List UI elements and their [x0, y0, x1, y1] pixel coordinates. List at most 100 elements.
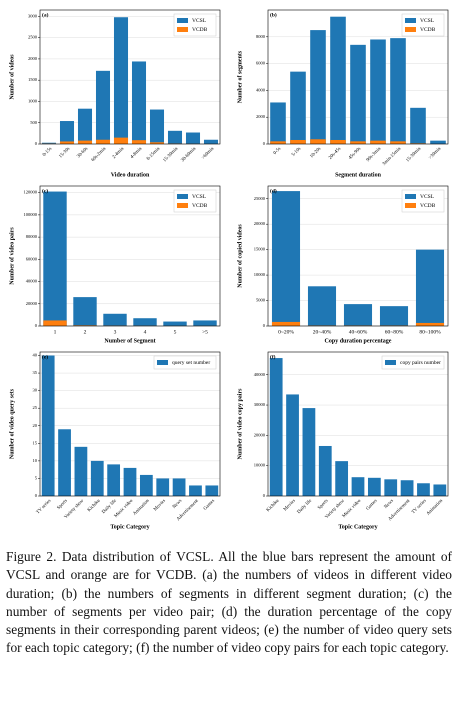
figure-caption: Figure 2. Data distribution of VCSL. All… — [6, 549, 452, 656]
axis-label: Topic Category — [110, 524, 149, 530]
y-tick-label: 25 — [33, 405, 38, 410]
x-tick-label: 10-20s — [309, 147, 322, 160]
y-tick-label: 20 — [33, 423, 38, 428]
x-tick-label: 30-60s — [76, 147, 89, 160]
x-tick-label: >5 — [202, 329, 208, 335]
bar — [41, 355, 55, 496]
bar — [133, 318, 157, 326]
bar — [163, 321, 187, 326]
x-tick-label: Kichiku — [266, 498, 281, 513]
x-tick-label: 2 — [84, 329, 87, 335]
bar — [59, 121, 75, 144]
x-tick-label: 30-60min — [180, 146, 197, 163]
y-tick-label: 10000 — [254, 272, 266, 277]
y-tick-label: 40 — [33, 353, 38, 358]
y-tick-label: 500 — [30, 120, 38, 125]
y-tick-label: 0 — [35, 323, 38, 328]
x-tick-label: 4 — [144, 329, 147, 335]
x-tick-label: 20s-45s — [328, 147, 342, 161]
bar — [172, 478, 186, 496]
axis-label: Number of videos — [9, 54, 15, 100]
bar — [370, 39, 386, 145]
legend-label: query set number — [172, 360, 210, 366]
bar — [131, 61, 147, 144]
y-tick-label: 5 — [35, 475, 38, 480]
y-tick-label: 40000 — [254, 372, 266, 377]
legend-label: VCDB — [420, 27, 436, 33]
y-tick-label: 8000 — [256, 34, 266, 39]
bar — [193, 320, 217, 326]
x-tick-label: 90s-3min — [366, 146, 383, 163]
axis-label: Number of video copy pairs — [237, 388, 243, 460]
axis-label: Copy duration percentage — [325, 338, 392, 344]
bar — [379, 306, 409, 326]
bar — [310, 139, 326, 144]
bar — [410, 107, 426, 144]
legend-label: copy pairs number — [400, 360, 441, 366]
x-tick-label: Movies — [283, 499, 297, 513]
x-tick-label: News — [172, 499, 183, 510]
bar — [430, 140, 446, 144]
bar — [95, 139, 111, 144]
axis-label: Number of segments — [237, 50, 243, 103]
bar — [139, 474, 153, 496]
bar — [77, 108, 93, 144]
bar — [307, 286, 337, 326]
y-tick-label: 4000 — [256, 87, 266, 92]
legend-label: VCSL — [192, 18, 207, 24]
bar — [131, 140, 147, 144]
x-tick-label: 15-30s — [58, 147, 71, 160]
legend-label: VCSL — [420, 18, 435, 24]
bar — [103, 313, 127, 326]
bar — [370, 140, 386, 144]
y-tick-label: 120000 — [24, 190, 38, 195]
bar — [203, 139, 219, 144]
y-tick-label: 10000 — [254, 463, 266, 468]
y-tick-label: 100000 — [24, 212, 38, 217]
bar — [310, 30, 326, 145]
x-tick-label: Movies — [153, 499, 167, 513]
bar — [350, 141, 366, 144]
x-tick-label: 3 — [114, 329, 117, 335]
x-tick-label: Sports — [317, 499, 329, 511]
plot-frame — [267, 185, 449, 327]
y-tick-label: 1000 — [28, 98, 38, 103]
bar — [205, 485, 219, 496]
plot-frame — [267, 9, 449, 145]
legend-swatch — [177, 27, 188, 32]
plot-frame — [39, 185, 221, 327]
x-tick-label: Daily life — [297, 499, 313, 515]
y-tick-label: 60000 — [26, 256, 38, 261]
x-tick-label: 5 — [174, 329, 177, 335]
panel-label: (a) — [42, 11, 49, 18]
legend-box — [153, 355, 217, 370]
y-tick-label: 0 — [35, 141, 38, 146]
y-tick-label: 80000 — [26, 234, 38, 239]
bar — [113, 137, 129, 144]
x-tick-label: >60min — [201, 146, 216, 161]
y-tick-label: 15 — [33, 440, 38, 445]
x-tick-label: 2-4min — [112, 146, 126, 160]
chart-c: 0 20000 40000 60000 80000 100000 120000 1 2 3 4 5 >5… — [9, 185, 221, 344]
bar — [95, 70, 111, 144]
y-tick-label: 6000 — [256, 61, 266, 66]
panel-label: (f) — [270, 353, 276, 360]
x-tick-label: 15-30min — [405, 146, 422, 163]
bar — [330, 139, 346, 144]
legend-label: VCDB — [192, 27, 208, 33]
x-tick-label: TV series — [36, 499, 53, 516]
bar — [286, 394, 299, 496]
axis-label: Segment duration — [335, 172, 381, 178]
legend-label: VCSL — [192, 194, 207, 200]
x-tick-label: News — [384, 499, 395, 510]
legend-swatch — [177, 203, 188, 208]
bar — [271, 321, 301, 326]
legend-swatch — [405, 18, 416, 23]
y-tick-label: 2000 — [28, 56, 38, 61]
bar — [123, 467, 137, 496]
x-tick-label: 60s-2min — [91, 146, 108, 163]
x-tick-label: Animation — [132, 498, 150, 516]
chart-b: 0 2000 4000 6000 8000 0-5s 5-10s 10-20s 20s-45s 4… — [237, 9, 449, 178]
